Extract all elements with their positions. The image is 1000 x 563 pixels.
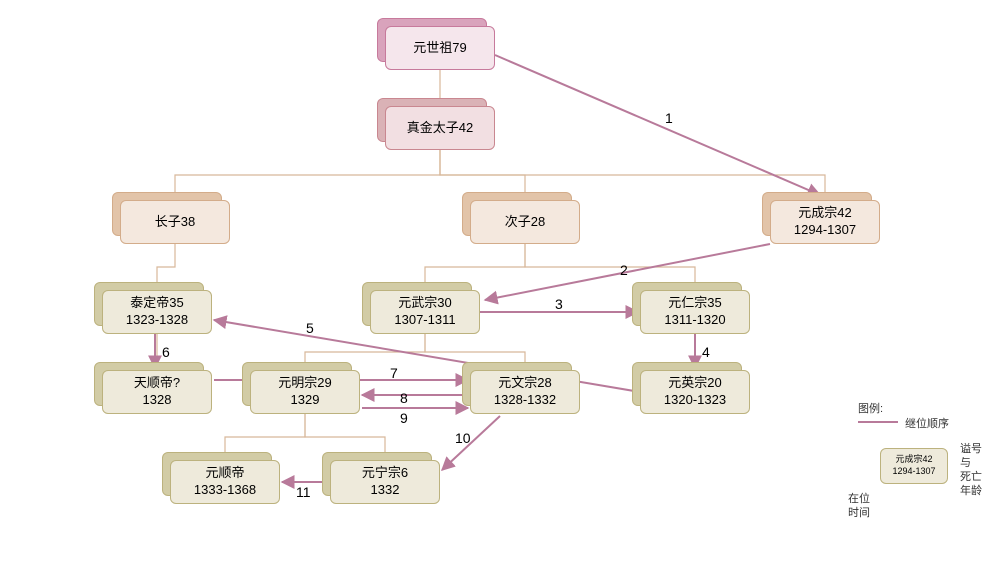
arrow-label: 2 [620,262,628,278]
arrow-label: 1 [665,110,673,126]
tree-node: 次子28 [470,200,580,244]
node-subtitle: 1329 [291,392,320,409]
node-subtitle: 1320-1323 [664,392,726,409]
tree-node: 元世祖79 [385,26,495,70]
node-subtitle: 1307-1311 [394,312,455,329]
diagram-canvas: 1234567891011元世祖79真金太子42长子38次子28元成宗42129… [0,0,1000,563]
tree-node: 元仁宗351311-1320 [640,290,750,334]
node-subtitle: 1332 [371,482,400,499]
node-title: 元宁宗6 [362,465,408,482]
node-subtitle: 1311-1320 [664,312,725,329]
node-title: 泰定帝35 [130,295,183,312]
node-title: 元顺帝 [205,465,244,482]
node-title: 天顺帝? [134,375,180,392]
tree-node: 元英宗201320-1323 [640,370,750,414]
node-subtitle: 1328 [143,392,172,409]
arrow-label: 4 [702,344,710,360]
arrow-label: 6 [162,344,170,360]
node-title: 元世祖79 [413,40,466,57]
node-title: 长子38 [155,214,195,231]
node-subtitle: 1333-1368 [194,482,256,499]
node-title: 次子28 [505,214,545,231]
tree-node: 元宁宗61332 [330,460,440,504]
succession-arrow [442,416,500,470]
tree-node: 元文宗281328-1332 [470,370,580,414]
legend-sample-node: 元成宗421294-1307 [880,448,948,484]
node-title: 元成宗42 [798,205,851,222]
succession-arrow [495,55,820,195]
legend-right-4: 年龄 [960,482,982,498]
arrow-label: 3 [555,296,563,312]
arrow-label: 9 [400,410,408,426]
tree-node: 真金太子42 [385,106,495,150]
legend-arrow-label: 继位顺序 [905,415,949,431]
tree-node: 天顺帝?1328 [102,370,212,414]
node-subtitle: 1294-1307 [794,222,856,239]
node-title: 真金太子42 [407,120,473,137]
tree-node: 元武宗301307-1311 [370,290,480,334]
tree-node: 元成宗421294-1307 [770,200,880,244]
arrow-label: 11 [296,484,311,500]
arrow-label: 5 [306,320,314,336]
node-title: 元明宗29 [278,375,331,392]
node-subtitle: 1323-1328 [126,312,188,329]
legend-sample-title: 元成宗42 [895,454,932,466]
node-title: 元文宗28 [498,375,551,392]
arrow-label: 8 [400,390,408,406]
node-title: 元武宗30 [398,295,451,312]
legend-left-2: 时间 [848,504,870,520]
legend-title: 图例: [858,400,883,416]
arrow-label: 7 [390,365,398,381]
node-subtitle: 1328-1332 [494,392,556,409]
arrow-label: 10 [455,430,471,446]
legend-sample-sub: 1294-1307 [892,466,935,478]
node-title: 元仁宗35 [668,295,721,312]
tree-node: 长子38 [120,200,230,244]
node-title: 元英宗20 [668,375,721,392]
tree-node: 泰定帝351323-1328 [102,290,212,334]
tree-node: 元明宗291329 [250,370,360,414]
tree-node: 元顺帝1333-1368 [170,460,280,504]
